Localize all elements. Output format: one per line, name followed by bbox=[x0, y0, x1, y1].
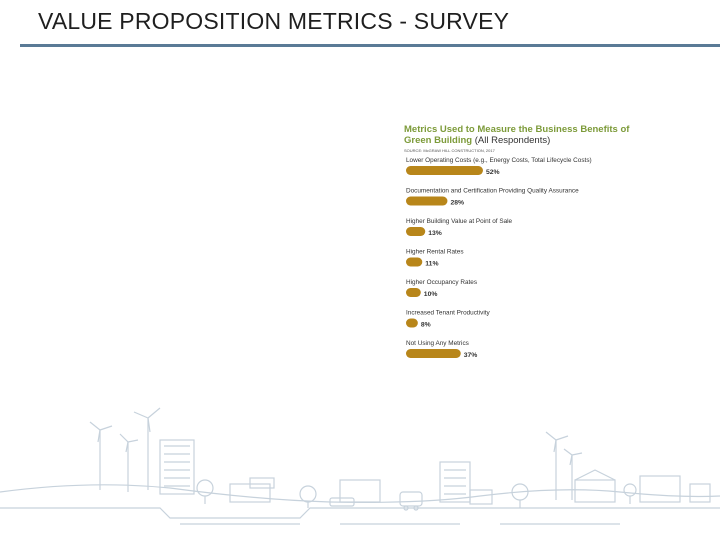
category-label: Not Using Any Metrics bbox=[406, 340, 469, 347]
category-label: Higher Building Value at Point of Sale bbox=[406, 218, 513, 225]
category-label: Lower Operating Costs (e.g., Energy Cost… bbox=[406, 157, 592, 164]
chart-plot: Lower Operating Costs (e.g., Energy Cost… bbox=[406, 157, 592, 359]
value-label: 28% bbox=[450, 200, 464, 207]
value-label: 13% bbox=[428, 230, 442, 237]
value-label: 52% bbox=[486, 169, 500, 176]
bar bbox=[406, 349, 461, 358]
chart-title-text: Metrics Used to Measure the Business Ben… bbox=[404, 124, 630, 146]
category-label: Documentation and Certification Providin… bbox=[406, 188, 579, 195]
category-label: Higher Rental Rates bbox=[406, 249, 464, 256]
bar bbox=[406, 257, 423, 267]
value-label: 37% bbox=[464, 352, 478, 359]
value-label: 10% bbox=[424, 291, 438, 298]
chart-source: SOURCE: McGRAW HILL CONSTRUCTION, 2017 bbox=[404, 148, 495, 153]
value-label: 11% bbox=[425, 261, 438, 268]
category-label: Higher Occupancy Rates bbox=[406, 279, 477, 286]
bar bbox=[406, 318, 418, 328]
bar bbox=[406, 196, 448, 206]
title-divider bbox=[20, 44, 720, 47]
bar bbox=[406, 288, 421, 297]
bar-chart: Metrics Used to Measure the Business Ben… bbox=[404, 124, 644, 384]
city-skyline-illustration bbox=[0, 407, 720, 525]
value-label: 8% bbox=[421, 322, 431, 329]
slide-title: VALUE PROPOSITION METRICS - SURVEY bbox=[38, 8, 510, 34]
chart-subtitle: (All Respondents) bbox=[474, 135, 551, 146]
category-label: Increased Tenant Productivity bbox=[406, 310, 491, 317]
chart-title: Metrics Used to Measure the Business Ben… bbox=[404, 124, 644, 146]
bar bbox=[406, 227, 426, 236]
bar bbox=[406, 166, 483, 175]
